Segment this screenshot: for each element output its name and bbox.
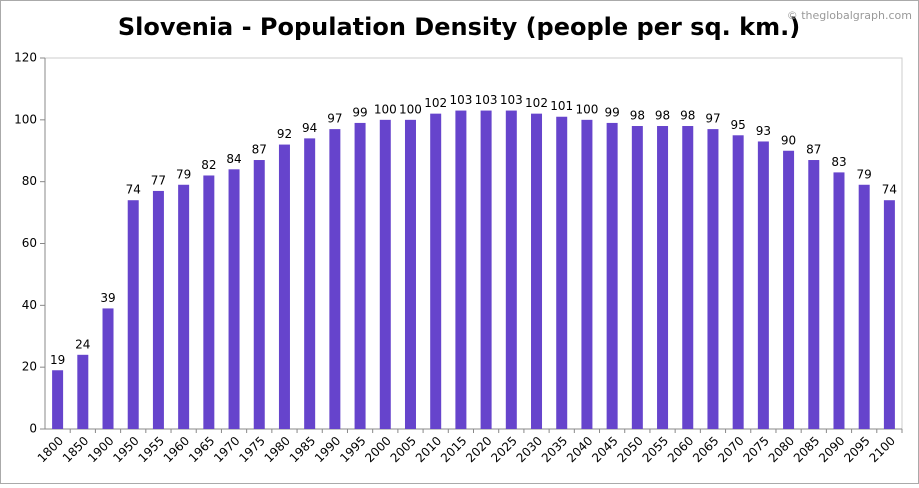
value-label: 100 xyxy=(399,102,422,116)
value-label: 87 xyxy=(252,143,267,157)
value-label: 77 xyxy=(151,173,166,187)
bar xyxy=(52,370,64,429)
watermark: © theglobalgraph.com xyxy=(787,9,912,22)
bar xyxy=(455,110,467,429)
bar xyxy=(808,160,820,429)
value-label: 84 xyxy=(226,152,241,166)
value-label: 98 xyxy=(630,109,645,123)
value-label: 95 xyxy=(731,118,746,132)
value-label: 79 xyxy=(857,167,872,181)
bar xyxy=(883,200,895,429)
bar xyxy=(102,308,114,429)
bar xyxy=(581,119,593,429)
value-label: 103 xyxy=(475,93,498,107)
bar xyxy=(556,116,568,429)
value-label: 99 xyxy=(604,105,619,119)
bar xyxy=(606,122,618,430)
value-label: 39 xyxy=(100,291,115,305)
bar xyxy=(430,113,442,430)
value-label: 103 xyxy=(500,93,523,107)
value-label: 103 xyxy=(449,93,472,107)
value-label: 19 xyxy=(50,353,65,367)
bar xyxy=(783,150,795,429)
value-label: 101 xyxy=(550,99,573,113)
y-tick-label: 120 xyxy=(14,51,37,65)
value-label: 100 xyxy=(575,102,598,116)
bar xyxy=(682,126,694,430)
bar xyxy=(531,113,543,430)
value-label: 102 xyxy=(525,96,548,110)
bar xyxy=(152,190,164,429)
value-label: 97 xyxy=(705,112,720,126)
y-tick-label: 40 xyxy=(22,298,37,312)
bar xyxy=(253,160,265,429)
bar xyxy=(77,354,89,429)
bar xyxy=(480,110,492,429)
bar xyxy=(379,119,391,429)
bar xyxy=(404,119,416,429)
value-label: 97 xyxy=(327,112,342,126)
value-label: 82 xyxy=(201,158,216,172)
value-label: 74 xyxy=(882,183,897,197)
value-label: 99 xyxy=(352,105,367,119)
value-label: 102 xyxy=(424,96,447,110)
y-tick-label: 60 xyxy=(22,236,37,250)
value-label: 94 xyxy=(302,121,317,135)
value-label: 93 xyxy=(756,124,771,138)
value-label: 98 xyxy=(655,109,670,123)
bar xyxy=(127,200,139,429)
y-tick-label: 20 xyxy=(22,360,37,374)
value-label: 98 xyxy=(680,109,695,123)
bar xyxy=(707,129,719,429)
value-label: 87 xyxy=(806,143,821,157)
bar xyxy=(757,141,769,429)
chart-title: Slovenia - Population Density (people pe… xyxy=(118,13,800,41)
bar xyxy=(732,135,744,429)
bar xyxy=(858,184,870,429)
bar xyxy=(203,175,215,429)
value-label: 24 xyxy=(75,337,90,351)
bar xyxy=(278,144,290,430)
y-tick-label: 100 xyxy=(14,112,37,126)
y-tick-label: 0 xyxy=(29,422,37,436)
value-label: 100 xyxy=(374,102,397,116)
bar xyxy=(329,129,341,429)
bar xyxy=(178,184,190,429)
value-label: 83 xyxy=(831,155,846,169)
bar xyxy=(228,169,240,430)
value-label: 79 xyxy=(176,167,191,181)
bar xyxy=(505,110,517,429)
bar xyxy=(833,172,845,429)
bar xyxy=(631,126,643,430)
bar xyxy=(657,126,669,430)
bar xyxy=(304,138,316,429)
value-label: 74 xyxy=(126,183,141,197)
y-tick-label: 80 xyxy=(22,174,37,188)
value-label: 92 xyxy=(277,127,292,141)
bar xyxy=(354,122,366,430)
value-label: 90 xyxy=(781,133,796,147)
